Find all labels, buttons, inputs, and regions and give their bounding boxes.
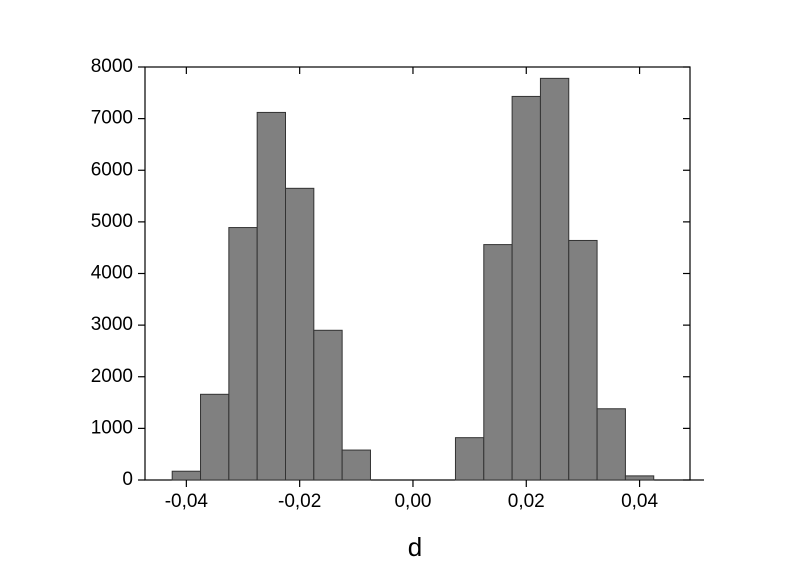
x-axis-label: d [408, 532, 422, 562]
bar [341, 449, 371, 481]
x-tick-label: -0,04 [165, 491, 209, 512]
bar [539, 77, 570, 481]
x-tick-label: 0,02 [508, 491, 545, 512]
bar [568, 239, 598, 481]
bar [284, 187, 315, 481]
bar [200, 393, 230, 481]
bar [596, 408, 626, 481]
bar [171, 470, 202, 481]
y-tick-label: 0 [122, 469, 133, 490]
bar [228, 227, 258, 481]
bar [511, 95, 541, 481]
bar [624, 475, 655, 481]
y-tick-label: 7000 [91, 108, 133, 129]
x-tick-label: 0,00 [394, 491, 431, 512]
bar [256, 111, 286, 481]
x-tick-label: 0,04 [621, 491, 658, 512]
bar [313, 329, 343, 481]
y-tick-label: 8000 [91, 56, 133, 77]
x-tick-label: -0,02 [278, 491, 321, 512]
y-tick-label: 5000 [91, 211, 133, 232]
y-tick-label: 3000 [91, 314, 133, 335]
bar [483, 244, 513, 481]
bar [454, 437, 485, 481]
y-tick-label: 6000 [91, 159, 133, 180]
y-tick-label: 4000 [91, 263, 133, 284]
y-tick-label: 2000 [91, 366, 133, 387]
y-tick-label: 1000 [91, 417, 133, 438]
